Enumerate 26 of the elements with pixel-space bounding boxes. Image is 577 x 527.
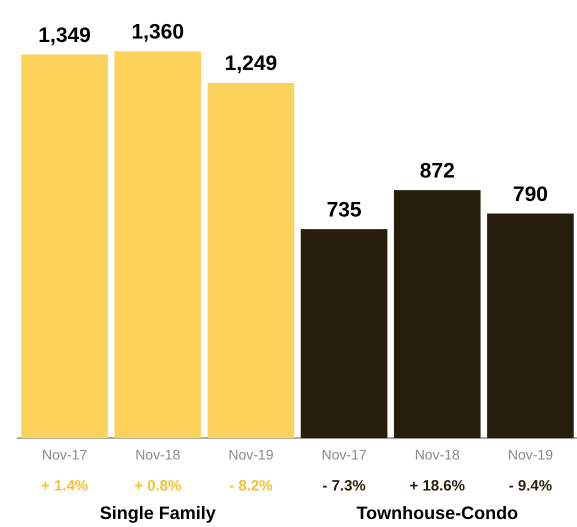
data-label: 735	[326, 198, 362, 222]
text: + 1.4%	[41, 477, 88, 494]
text: Townhouse-Condo	[356, 503, 518, 524]
text: - 8.2%	[229, 477, 273, 494]
bar	[300, 229, 388, 438]
bar	[21, 54, 108, 438]
bar	[487, 214, 574, 438]
bar	[208, 82, 294, 438]
data-label: 872	[420, 159, 455, 182]
text: - 7.3%	[322, 477, 366, 494]
text: Single Family	[100, 503, 216, 524]
x-tick-label: Nov-19	[508, 446, 554, 462]
x-tick-label: Nov-19	[228, 446, 274, 462]
x-tick-label: Nov-18	[414, 446, 460, 462]
data-label: 1,249	[224, 52, 278, 76]
text: + 0.8%	[134, 477, 182, 494]
x-tick-label: Nov-17	[322, 446, 367, 462]
x-tick-label: Nov-18	[135, 446, 181, 462]
bar	[114, 51, 202, 438]
text: + 18.6%	[410, 477, 465, 494]
data-label: 790	[512, 182, 548, 206]
text: - 9.4%	[508, 477, 552, 494]
x-tick-label: Nov-17	[42, 446, 88, 462]
data-label: 1,349	[38, 24, 91, 47]
bar	[394, 190, 481, 438]
data-label: 1,360	[131, 20, 184, 44]
